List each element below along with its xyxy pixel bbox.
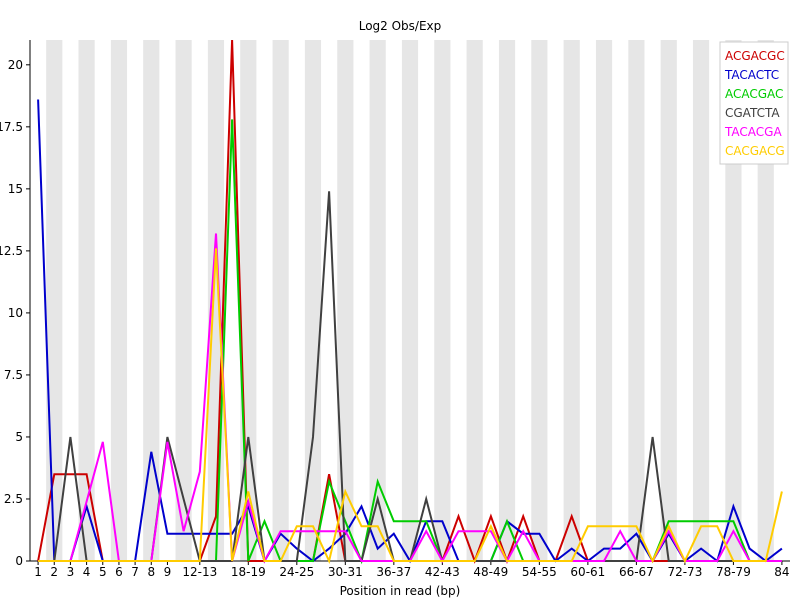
- x-tick-label: 78-79: [716, 565, 751, 579]
- y-tick-label: 20: [8, 58, 23, 72]
- x-tick-label: 42-43: [425, 565, 460, 579]
- x-tick-label: 7: [131, 565, 139, 579]
- x-tick-label: 9: [164, 565, 172, 579]
- grid-band: [628, 40, 645, 561]
- grid-band: [46, 40, 63, 561]
- legend-entry: TACACGA: [724, 125, 782, 139]
- legend: ACGACGC TACACTC ACACGAC CGATCTA TACACGA CACGA…: [719, 41, 789, 165]
- x-tick-label: 48-49: [473, 565, 508, 579]
- y-tick-label: 17.5: [0, 120, 23, 134]
- y-tick-label: 15: [8, 182, 23, 196]
- x-tick-label: 2: [50, 565, 58, 579]
- x-tick-label: 5: [99, 565, 107, 579]
- x-tick-label: 54-55: [522, 565, 557, 579]
- series-lines: [37, 39, 783, 565]
- y-tick-label: 2.5: [4, 492, 23, 506]
- background-bands: [46, 40, 774, 561]
- legend-entry: ACGACGC: [725, 49, 785, 63]
- grid-band: [498, 40, 516, 561]
- x-tick-label: 72-73: [667, 565, 702, 579]
- x-tick-label: 12-13: [182, 565, 217, 579]
- grid-band: [466, 40, 483, 561]
- grid-band: [110, 40, 128, 561]
- y-tick-label: 7.5: [4, 368, 23, 382]
- grid-band: [207, 40, 225, 561]
- grid-band: [660, 40, 677, 561]
- x-tick-label: 84: [774, 565, 789, 579]
- x-tick-label: 8: [147, 565, 155, 579]
- grid-band: [434, 40, 451, 561]
- chart-title: Log2 Obs/Exp: [359, 19, 442, 33]
- legend-box: [719, 41, 789, 165]
- grid-band: [175, 40, 192, 561]
- x-axis-label: Position in read (bp): [340, 584, 461, 598]
- y-axis-ticks: 0 2.5 5 7.5 10 12.5 15 17.5 20: [0, 58, 30, 568]
- x-tick-label: 1: [34, 565, 42, 579]
- grid-band: [725, 40, 742, 561]
- legend-entry: CGATCTA: [725, 106, 780, 120]
- grid-band: [595, 40, 613, 561]
- x-tick-label: 6: [115, 565, 123, 579]
- legend-entry: ACACGAC: [725, 87, 783, 101]
- legend-entry: CACGACG: [725, 144, 785, 158]
- grid-band: [272, 40, 289, 561]
- x-tick-label: 30-31: [328, 565, 363, 579]
- x-tick-label: 4: [83, 565, 91, 579]
- grid-band: [563, 40, 580, 561]
- grid-band: [757, 40, 774, 561]
- x-axis-ticks: 1 2 3 4 5 6 7 8 9 12-13 18-19 24-25 30-31 36-37 42-43 4…: [34, 561, 790, 579]
- x-tick-label: 3: [67, 565, 75, 579]
- x-tick-label: 66-67: [619, 565, 654, 579]
- y-tick-label: 12.5: [0, 244, 23, 258]
- x-tick-label: 24-25: [279, 565, 314, 579]
- grid-band: [369, 40, 386, 561]
- grid-band: [531, 40, 548, 561]
- x-tick-label: 18-19: [231, 565, 266, 579]
- y-tick-label: 5: [15, 430, 23, 444]
- grid-band: [692, 40, 710, 561]
- grid-band: [401, 40, 419, 561]
- series-line-cacgacg: [38, 248, 783, 565]
- x-tick-label: 36-37: [376, 565, 411, 579]
- y-tick-label: 0: [15, 554, 23, 568]
- grid-band: [143, 40, 160, 561]
- x-tick-label: 60-61: [570, 565, 605, 579]
- grid-band: [337, 40, 354, 561]
- y-tick-label: 10: [8, 306, 23, 320]
- legend-entry: TACACTC: [724, 68, 779, 82]
- grid-band: [78, 40, 95, 561]
- grid-band: [304, 40, 322, 561]
